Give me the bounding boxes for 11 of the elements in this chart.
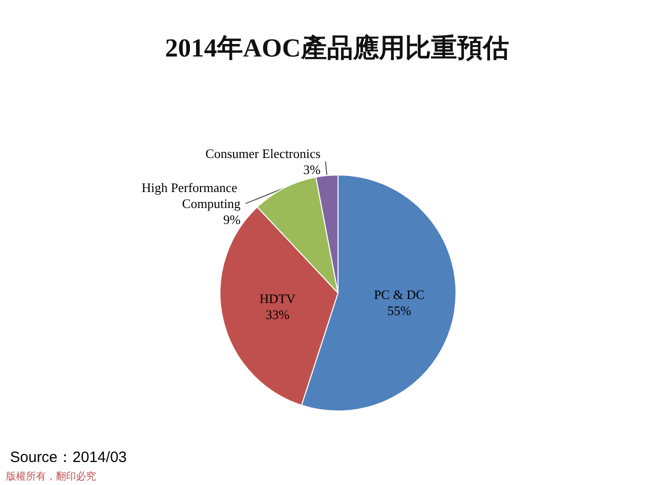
data-label: 9% [223, 212, 241, 228]
slice-label: PC & DC [374, 287, 425, 302]
source-note: Source：2014/03 [10, 449, 127, 466]
data-label: 55% [387, 303, 412, 318]
slice-label: HDTV [259, 291, 296, 306]
data-label: 3% [303, 162, 321, 178]
slice-label: Consumer Electronics [205, 146, 321, 162]
slice-label: High Performance Computing [142, 180, 242, 212]
data-label: 33% [266, 307, 290, 322]
text: 版權所有，翻印必究 [6, 470, 96, 482]
chart-title: 2014年AOC產品應用比重預估 [165, 34, 509, 62]
